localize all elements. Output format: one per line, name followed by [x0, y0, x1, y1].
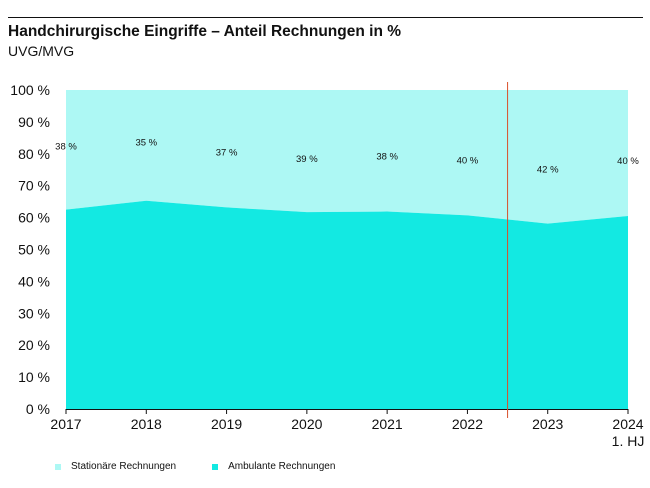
top-rule: [8, 17, 643, 18]
y-tick-label: 30 %: [18, 305, 50, 321]
y-tick-label: 60 %: [18, 210, 50, 226]
x-tick-label: 2023: [532, 416, 563, 432]
y-tick-label: 20 %: [18, 337, 50, 353]
x-tick-label: 2022: [452, 416, 483, 432]
legend-swatch-ambulant: [212, 463, 219, 470]
y-tick-label: 50 %: [18, 242, 50, 258]
data-label: 35 %: [135, 138, 157, 149]
y-tick-label: 10 %: [18, 369, 50, 385]
area-chart: 0 % 10 % 20 % 30 % 40 % 50 % 60 % 70 % 80 % 90 % 1…: [10, 82, 645, 449]
data-label: 42 %: [537, 165, 559, 176]
y-tick-label: 100 %: [10, 82, 50, 98]
y-tick-label: 90 %: [18, 114, 50, 130]
x-tick-label: 2021: [372, 416, 403, 432]
data-label: 37 %: [216, 147, 238, 158]
legend-label-ambulant: Ambulante Rechnungen: [228, 461, 336, 472]
legend-item-stationaer: Stationäre Rechnungen: [55, 461, 176, 472]
chart-title: Handchirurgische Eingriffe – Anteil Rech…: [8, 23, 402, 40]
x-tick-label: 2018: [131, 416, 162, 432]
legend-item-ambulant: Ambulante Rechnungen: [212, 461, 335, 472]
legend: Stationäre Rechnungen Ambulante Rechnung…: [55, 461, 371, 472]
y-tick-label: 0 %: [26, 401, 50, 417]
area-ambulant: [66, 200, 628, 409]
y-tick-label: 70 %: [18, 178, 50, 194]
legend-swatch-stationaer: [55, 463, 61, 470]
x-tick-sublabel: 1. HJ: [612, 433, 645, 449]
x-tick-label: 2020: [291, 416, 322, 432]
x-tick-label: 2017: [50, 416, 81, 432]
x-tick-label: 2024: [612, 416, 643, 432]
x-tick-label: 2019: [211, 416, 242, 432]
chart-subtitle: UVG/MVG: [8, 43, 75, 59]
data-label: 38 %: [55, 142, 77, 153]
data-label: 40 %: [617, 156, 639, 167]
area-stationaer: [66, 90, 628, 224]
data-label: 38 %: [376, 152, 398, 163]
data-label: 39 %: [296, 154, 318, 165]
y-tick-label: 80 %: [18, 146, 50, 162]
y-tick-label: 40 %: [18, 273, 50, 289]
legend-label-stationaer: Stationäre Rechnungen: [71, 461, 177, 472]
data-label: 40 %: [457, 155, 479, 166]
